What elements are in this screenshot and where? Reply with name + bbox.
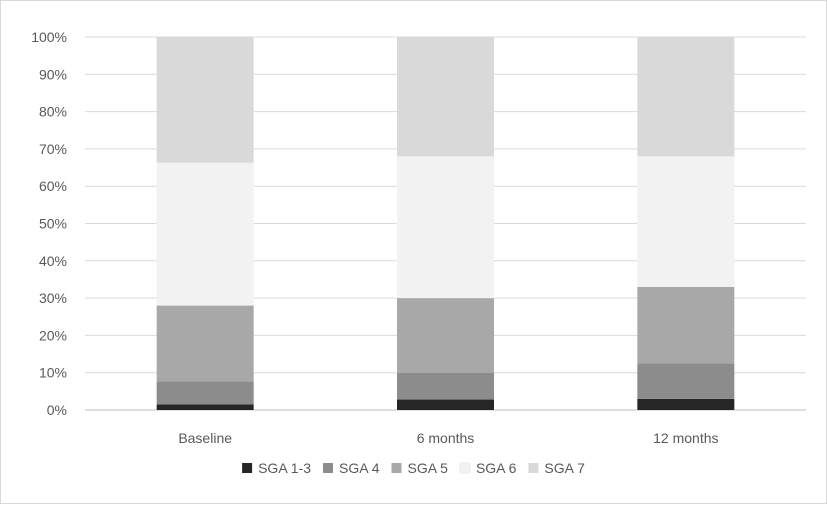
y-tick-label: 80% xyxy=(39,104,67,120)
bar-segment-sga-7-0 xyxy=(156,37,254,163)
y-tick-label: 90% xyxy=(39,66,67,82)
x-tick-label: Baseline xyxy=(178,430,232,446)
legend-swatch-sga-1-3 xyxy=(242,463,253,473)
x-tick-label: 6 months xyxy=(417,430,475,446)
bar-segment-sga-6-0 xyxy=(156,162,254,306)
x-axis-tick-labels: Baseline 6 months 12 months xyxy=(178,430,718,446)
bar-segment-sga-5-1 xyxy=(397,298,494,373)
bar-segment-sga-4-1 xyxy=(397,372,494,400)
y-tick-label: 10% xyxy=(39,365,67,381)
legend-label: SGA 4 xyxy=(339,460,380,476)
bar-segment-sga-1-3-2 xyxy=(637,398,735,410)
y-tick-label: 30% xyxy=(39,290,67,306)
y-tick-label: 40% xyxy=(39,253,67,269)
bar-segment-sga-4-0 xyxy=(156,381,254,405)
y-tick-label: 70% xyxy=(39,141,67,157)
bar-segment-sga-1-3-1 xyxy=(397,399,494,410)
bar-segment-sga-6-2 xyxy=(637,156,735,287)
legend-swatch-sga-5 xyxy=(391,463,402,473)
y-tick-label: 50% xyxy=(39,216,67,232)
legend-swatch-sga-4 xyxy=(323,463,334,473)
legend-swatch-sga-7 xyxy=(528,463,539,473)
legend-label: SGA 1-3 xyxy=(258,460,311,476)
legend-label: SGA 7 xyxy=(544,460,585,476)
bar-segment-sga-7-1 xyxy=(397,37,494,157)
legend: SGA 1-3 SGA 4 SGA 5 SGA 6 SGA 7 xyxy=(242,460,585,476)
y-tick-label: 60% xyxy=(39,178,67,194)
bar-segment-sga-4-2 xyxy=(637,363,735,399)
legend-swatch-sga-6 xyxy=(459,462,471,474)
bar-segment-sga-5-0 xyxy=(156,305,254,382)
y-tick-label: 100% xyxy=(31,29,67,45)
bar-segment-sga-6-1 xyxy=(397,156,494,299)
x-tick-label: 12 months xyxy=(653,430,718,446)
bar-segment-sga-1-3-0 xyxy=(156,404,254,410)
y-tick-label: 0% xyxy=(47,402,67,418)
bar-segment-sga-7-2 xyxy=(637,37,735,157)
bar-segment-sga-5-2 xyxy=(637,286,735,364)
y-axis-tick-labels: 0% 10% 20% 30% 40% 50% 60% 70% 80% 90% 100% xyxy=(31,29,67,418)
bars xyxy=(156,37,735,410)
legend-label: SGA 6 xyxy=(476,460,517,476)
legend-label: SGA 5 xyxy=(407,460,448,476)
y-tick-label: 20% xyxy=(39,327,67,343)
